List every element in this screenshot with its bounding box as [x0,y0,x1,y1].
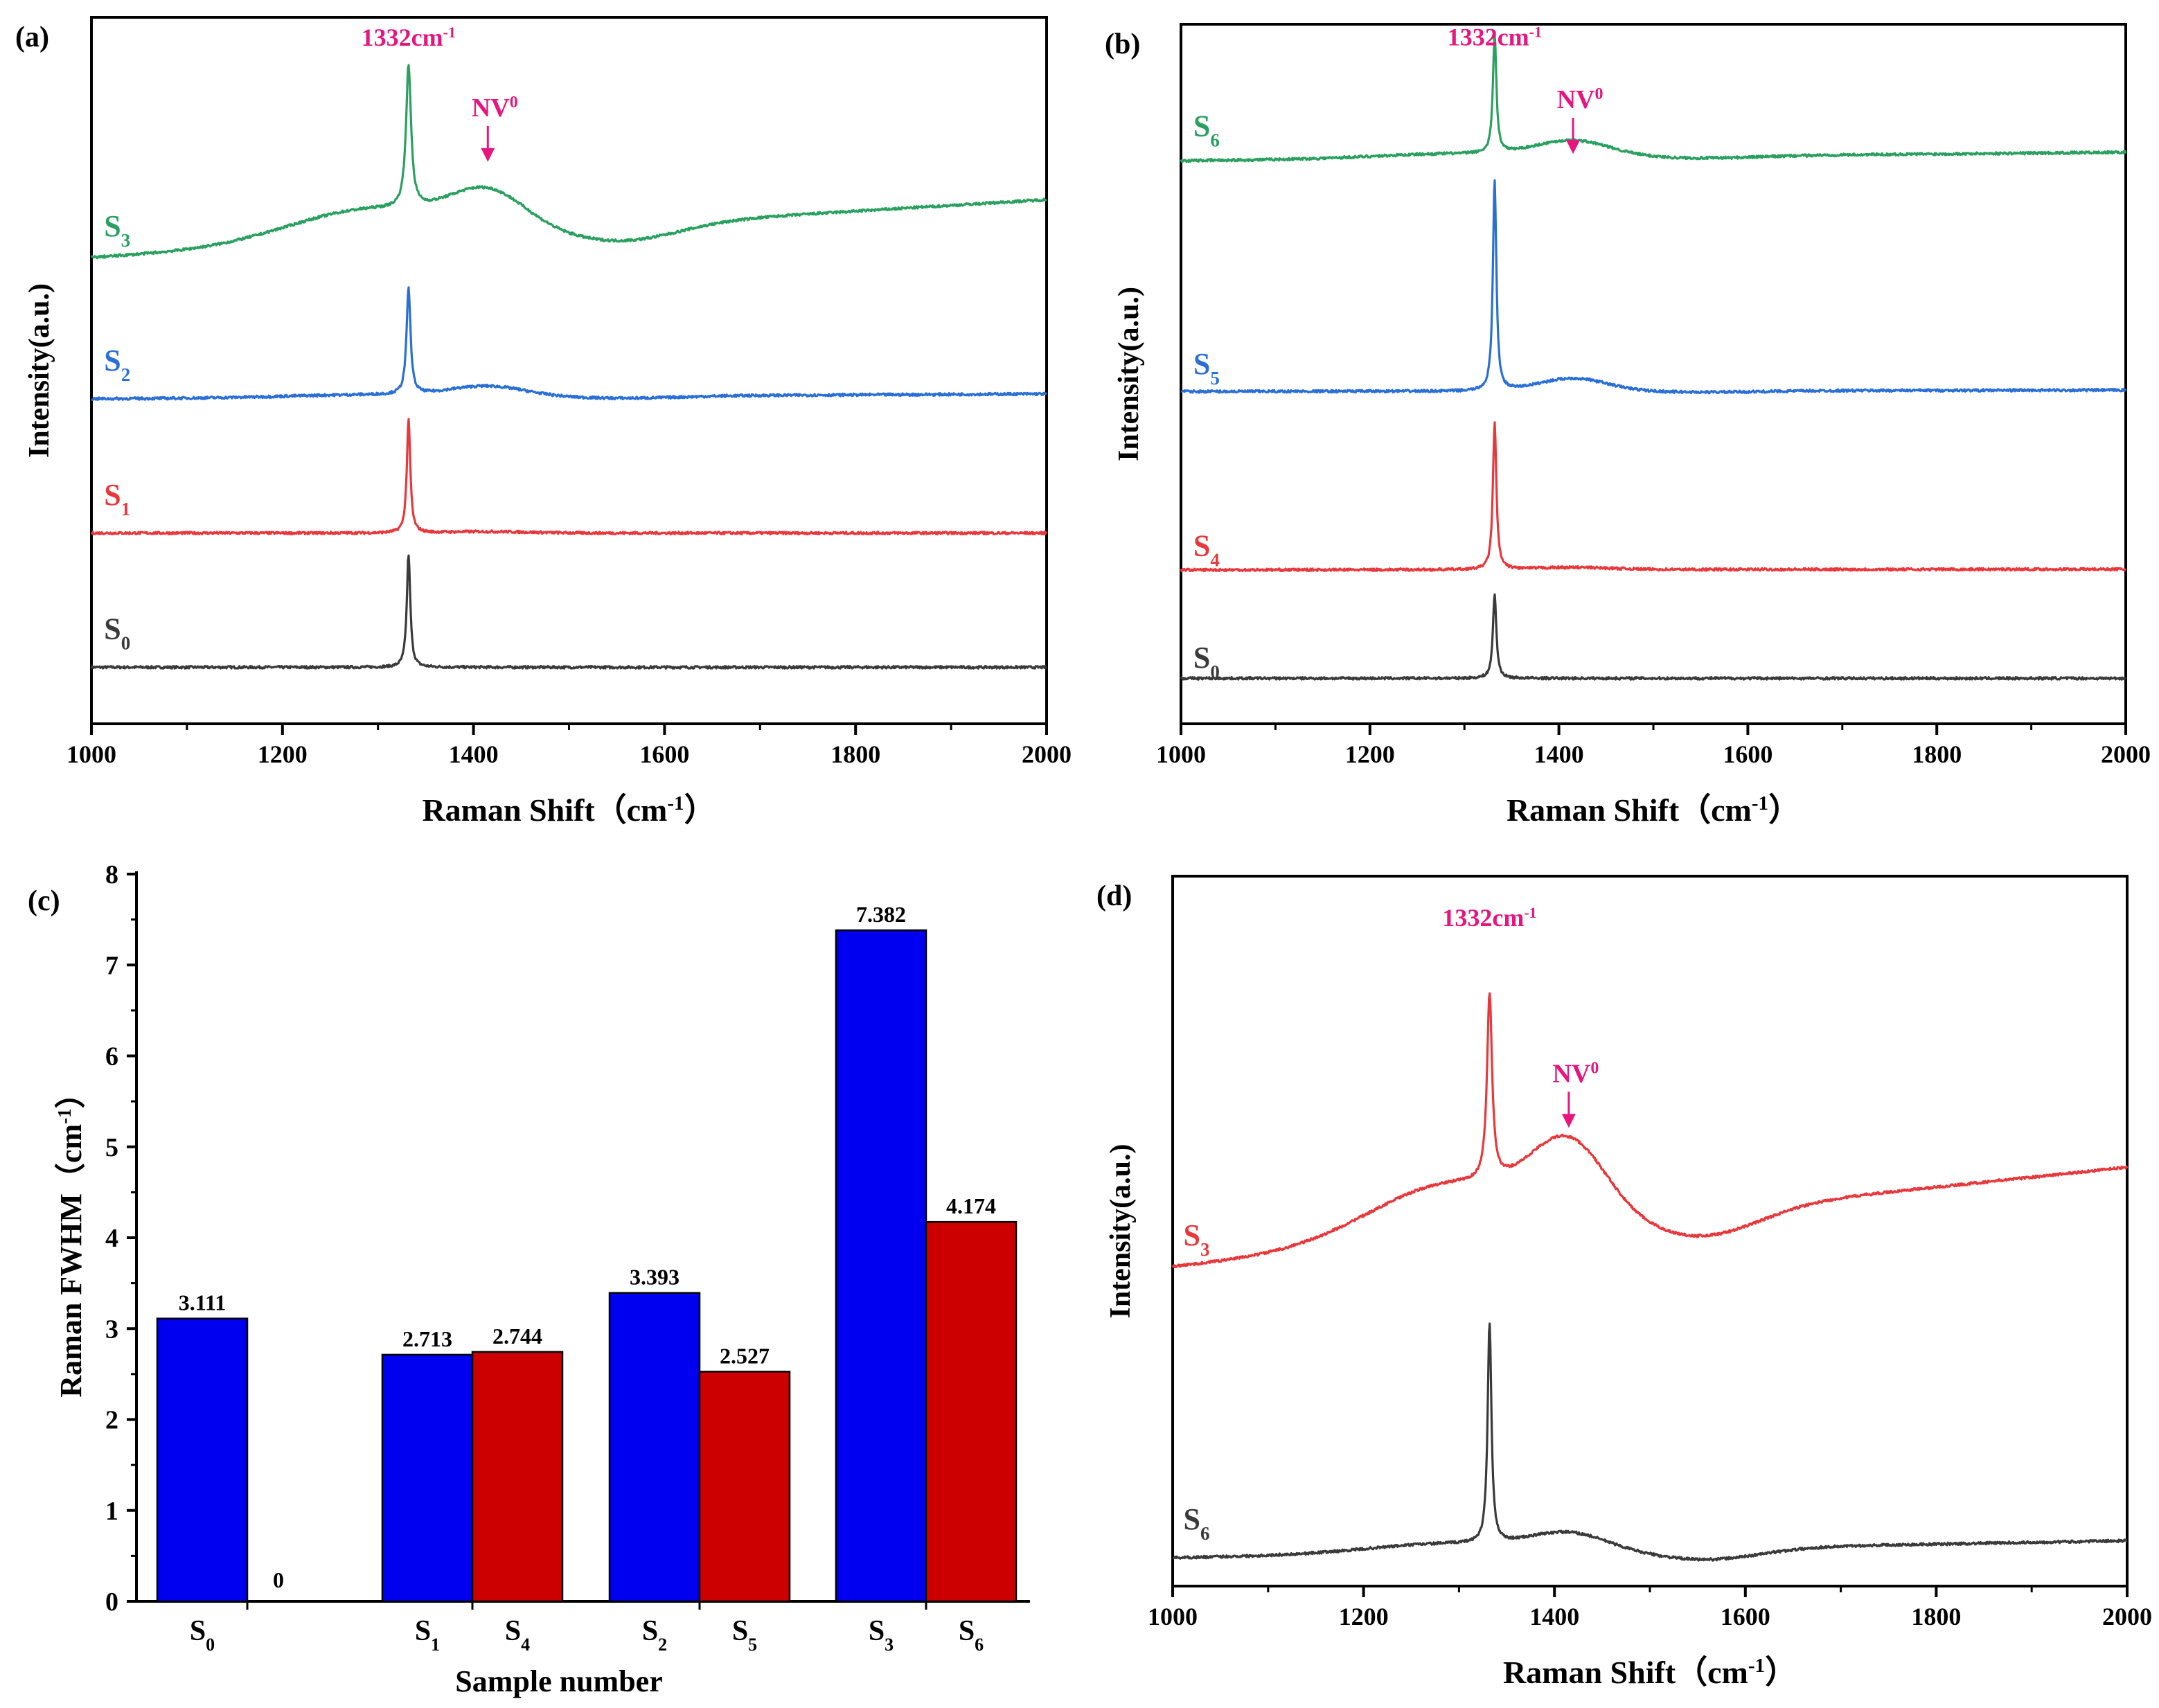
x-tick-label: S3 [869,1615,894,1655]
series-label-s0: S0 [104,612,130,654]
x-tick-label: 1600 [1723,740,1772,768]
x-axis-label: Raman Shift（cm-1） [422,792,716,828]
nv-arrow-head [1561,1114,1576,1128]
x-tick-label: S2 [642,1615,667,1655]
x-tick-label: 1000 [1148,1603,1198,1630]
bar-value-label: 2.527 [720,1343,770,1368]
bar-red [698,1371,791,1603]
x-tick-label: S0 [190,1615,215,1655]
y-tick-label: 0 [105,1587,118,1617]
panel-a: 1000 1200 1400 1600 1800 2000 Raman Shift（cm-1… [15,16,1072,828]
x-tick-label: 1600 [639,740,689,768]
x-tick-label: 1400 [1534,740,1584,768]
nv-annotation: NV0 [1552,1059,1599,1088]
series-label-s4: S4 [1193,529,1220,571]
x-tick-label: S5 [732,1615,757,1655]
panel-label: (d) [1096,880,1132,912]
y-axis-label: Intensity(a.u.) [24,283,55,458]
y-tick-label: 4 [105,1224,118,1253]
y-axis-label: Intensity(a.u.) [1105,1144,1137,1318]
bar-value-label: 4.174 [946,1193,996,1218]
x-tick-label: 1000 [66,740,116,768]
series-s1 [90,418,1048,535]
x-tick-label: 1800 [1912,740,1962,768]
x-tick-label: 1200 [1339,1603,1389,1630]
x-tick-label: 1600 [1721,1603,1770,1630]
series-label-s6: S6 [1193,109,1220,151]
panel-c: 0 1 2 3 4 5 6 7 8 3.111 0 S0 2.713 2.744 S1 S4 3.393 2.52… [28,860,1030,1698]
bar-value-label: 3.393 [630,1265,679,1290]
series-s4 [1180,421,2127,573]
x-tick-label: 1000 [1156,740,1206,768]
series-label-s3: S3 [1183,1218,1209,1260]
panel-label: (a) [15,21,49,53]
panel-d: 1000 1200 1400 1600 1800 2000 Raman Shift（cm-1… [1096,875,2152,1690]
series-s2 [90,286,1047,401]
series-label-s3: S3 [104,209,130,251]
y-tick-label: 5 [105,1133,118,1162]
peak-annotation: 1332cm-1 [1442,903,1536,932]
nv-arrow-head [1566,140,1581,154]
x-tick-label: 2000 [2101,740,2151,768]
series-label-s2: S2 [104,344,130,385]
series-s0 [90,554,1047,670]
x-tick-label: 1800 [1911,1603,1961,1630]
panel-label: (b) [1105,28,1140,60]
peak-annotation: 1332cm-1 [362,23,456,51]
x-axis-label: Raman Shift（cm-1） [1507,792,1800,828]
bar-red [471,1351,564,1603]
panel-b: 1000 1200 1400 1600 1800 2000 Raman Shift（cm-1… [1105,23,2151,828]
nv-annotation: NV0 [1557,85,1603,114]
y-tick-label: 7 [105,951,118,980]
panel-label: (c) [28,885,60,917]
series-label-s0: S0 [1193,641,1220,682]
series-label-s6: S6 [1183,1502,1209,1544]
y-tick-label: 6 [105,1042,118,1071]
bar-value-label: 2.713 [402,1326,452,1351]
series-s6 [1172,1322,2128,1562]
y-axis-label: Raman FWHM（cm-1） [54,1078,88,1397]
x-tick-label: 1400 [1529,1603,1579,1630]
x-tick-label: 1200 [258,740,308,768]
bar-value-label: 7.382 [856,902,906,927]
x-tick-label: S4 [505,1615,530,1655]
bar-value-label: 2.744 [492,1324,542,1349]
bar-blue [608,1292,701,1603]
bar-red [925,1220,1018,1603]
bar-value-label: 0 [273,1567,284,1592]
bar-blue [835,929,927,1603]
x-tick-label: 2000 [2102,1603,2152,1630]
x-tick-label: 1400 [449,740,499,768]
x-tick-label: S1 [415,1615,440,1655]
nv-annotation: NV0 [472,94,518,123]
series-label-s1: S1 [104,478,130,519]
plot-frame [90,16,1048,725]
series-s3 [90,64,1047,260]
bar-value-label: 3.111 [179,1290,226,1315]
series-s3 [1171,992,2129,1268]
x-axis-label: Sample number [455,1664,662,1698]
x-axis-label: Raman Shift（cm-1） [1503,1655,1797,1690]
series-s0 [1180,593,2127,681]
series-s6 [1180,33,2127,163]
y-tick-label: 3 [105,1315,118,1344]
series-s5 [1180,179,2127,395]
plot-frame [1171,875,2129,1587]
y-tick-label: 1 [105,1497,118,1526]
plot-frame [1180,23,2127,725]
x-tick-label: S6 [959,1615,984,1655]
nv-arrow-head [481,148,495,162]
y-tick-label: 2 [105,1406,118,1435]
x-tick-label: 1800 [830,740,880,768]
bar-blue [156,1317,249,1603]
peak-annotation: 1332cm-1 [1448,23,1542,51]
y-axis-label: Intensity(a.u.) [1113,287,1145,461]
x-tick-label: 1200 [1345,740,1395,768]
y-tick-label: 8 [105,860,118,889]
x-tick-label: 2000 [1022,740,1072,768]
series-label-s5: S5 [1193,347,1220,389]
bar-blue [381,1353,474,1603]
